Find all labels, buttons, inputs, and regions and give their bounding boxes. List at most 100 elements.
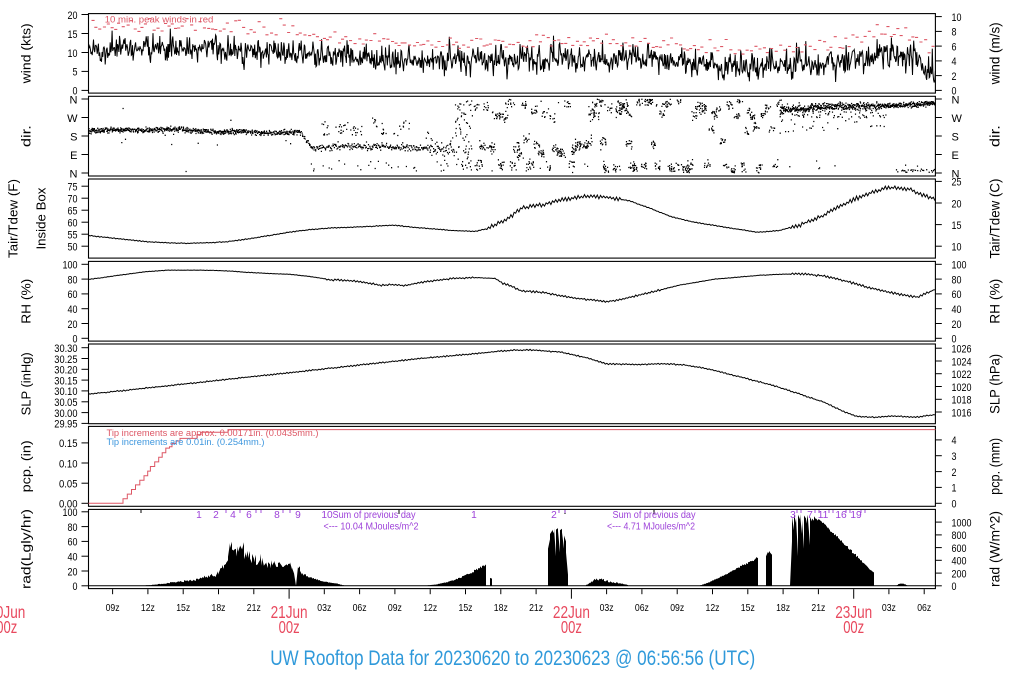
- svg-text:6: 6: [952, 41, 957, 53]
- svg-text:20: 20: [952, 319, 962, 331]
- svg-text:06z: 06z: [353, 603, 367, 614]
- svg-text:65: 65: [68, 206, 78, 218]
- svg-text:10: 10: [952, 242, 962, 254]
- svg-text:0: 0: [73, 581, 78, 593]
- svg-text:15z: 15z: [459, 603, 473, 614]
- svg-text:12z: 12z: [706, 603, 720, 614]
- svg-text:2: 2: [213, 510, 219, 521]
- svg-text:00z: 00z: [561, 617, 582, 637]
- svg-text:30.10: 30.10: [54, 386, 77, 398]
- svg-text:03z: 03z: [600, 603, 614, 614]
- svg-text:80: 80: [952, 274, 962, 286]
- svg-text:18z: 18z: [776, 603, 790, 614]
- svg-text:800: 800: [952, 530, 967, 542]
- svg-text:10: 10: [952, 12, 962, 24]
- svg-text:100: 100: [63, 507, 78, 519]
- svg-text:0: 0: [952, 334, 957, 346]
- svg-text:Tair/Tdew (F): Tair/Tdew (F): [6, 179, 21, 258]
- svg-text:8: 8: [274, 510, 280, 521]
- svg-text:20: 20: [952, 198, 962, 210]
- svg-text:60: 60: [68, 537, 78, 549]
- svg-text:15: 15: [68, 29, 78, 41]
- svg-text:rad(Lgly/hr): rad(Lgly/hr): [19, 509, 34, 589]
- svg-text:pcp. (in): pcp. (in): [19, 440, 34, 492]
- svg-text:09z: 09z: [106, 603, 120, 614]
- svg-text:400: 400: [952, 556, 967, 568]
- svg-text:S: S: [70, 131, 77, 143]
- svg-text:wind (kts): wind (kts): [19, 23, 34, 84]
- svg-text:21z: 21z: [811, 603, 825, 614]
- svg-text:UW Rooftop Data for 20230620: UW Rooftop Data for 20230620 to 20230623…: [270, 647, 755, 670]
- svg-text:1: 1: [952, 483, 957, 495]
- svg-text:30.20: 30.20: [54, 365, 77, 377]
- svg-text:22Jun: 22Jun: [553, 602, 590, 622]
- svg-text:18z: 18z: [494, 603, 508, 614]
- svg-text:0.10: 0.10: [59, 458, 78, 470]
- svg-text:06z: 06z: [917, 603, 931, 614]
- svg-text:SLP (hPa): SLP (hPa): [988, 354, 1003, 414]
- svg-text:60: 60: [68, 289, 78, 301]
- svg-text:21Jun: 21Jun: [271, 602, 308, 622]
- svg-text:03z: 03z: [317, 603, 331, 614]
- svg-text:dir.: dir.: [988, 125, 1003, 147]
- svg-text:40: 40: [952, 304, 962, 316]
- svg-text:19: 19: [850, 510, 862, 521]
- svg-text:1: 1: [471, 510, 477, 521]
- svg-text:1020: 1020: [952, 382, 972, 394]
- svg-text:0: 0: [952, 86, 957, 98]
- svg-text:09z: 09z: [670, 603, 684, 614]
- svg-text:9: 9: [295, 510, 301, 521]
- svg-text:30.15: 30.15: [54, 375, 77, 387]
- svg-text:100: 100: [952, 260, 967, 272]
- svg-text:15z: 15z: [741, 603, 755, 614]
- svg-text:rad (W/m^2): rad (W/m^2): [988, 511, 1003, 587]
- svg-text:21z: 21z: [247, 603, 261, 614]
- svg-text:15z: 15z: [176, 603, 190, 614]
- svg-text:3: 3: [790, 510, 796, 521]
- svg-text:100: 100: [63, 260, 78, 272]
- svg-text:6: 6: [246, 510, 252, 521]
- svg-text:0.00: 0.00: [59, 499, 78, 511]
- svg-text:09z: 09z: [388, 603, 402, 614]
- svg-text:S: S: [952, 131, 959, 143]
- svg-text:600: 600: [952, 543, 967, 555]
- svg-text:2: 2: [551, 510, 557, 521]
- svg-text:10: 10: [321, 510, 333, 521]
- svg-text:29.95: 29.95: [54, 419, 77, 431]
- svg-text:0: 0: [73, 86, 78, 98]
- svg-text:30.00: 30.00: [54, 408, 77, 420]
- svg-text:8: 8: [952, 27, 957, 39]
- svg-text:20: 20: [68, 319, 78, 331]
- svg-text:RH (%): RH (%): [19, 279, 34, 324]
- svg-text:80: 80: [68, 522, 78, 534]
- svg-text:50: 50: [68, 242, 78, 254]
- svg-text:10 min. peak winds in red: 10 min. peak winds in red: [105, 14, 214, 25]
- svg-text:2: 2: [952, 467, 957, 479]
- svg-text:5: 5: [73, 67, 78, 79]
- svg-text:16: 16: [835, 510, 847, 521]
- svg-text:0: 0: [952, 581, 957, 593]
- svg-text:7: 7: [807, 510, 813, 521]
- svg-text:0.05: 0.05: [59, 479, 78, 491]
- svg-text:W: W: [952, 113, 963, 125]
- svg-text:<--- 4.71 MJoules/m^2: <--- 4.71 MJoules/m^2: [607, 522, 695, 533]
- svg-text:3: 3: [952, 451, 957, 463]
- svg-text:55: 55: [68, 230, 78, 242]
- svg-text:N: N: [952, 168, 960, 180]
- svg-text:60: 60: [952, 289, 962, 301]
- svg-text:4: 4: [952, 435, 957, 447]
- svg-text:10: 10: [68, 48, 78, 60]
- svg-text:W: W: [67, 113, 78, 125]
- svg-text:1018: 1018: [952, 395, 972, 407]
- svg-text:80: 80: [68, 274, 78, 286]
- svg-text:03z: 03z: [882, 603, 896, 614]
- svg-text:Inside Box: Inside Box: [34, 187, 49, 250]
- svg-text:RH (%): RH (%): [988, 279, 1003, 324]
- svg-text:20: 20: [68, 566, 78, 578]
- svg-text:70: 70: [68, 194, 78, 206]
- svg-text:06z: 06z: [635, 603, 649, 614]
- svg-text:200: 200: [952, 568, 967, 580]
- svg-text:SLP (inHg): SLP (inHg): [19, 352, 34, 415]
- svg-text:75: 75: [68, 182, 78, 194]
- svg-text:40: 40: [68, 304, 78, 316]
